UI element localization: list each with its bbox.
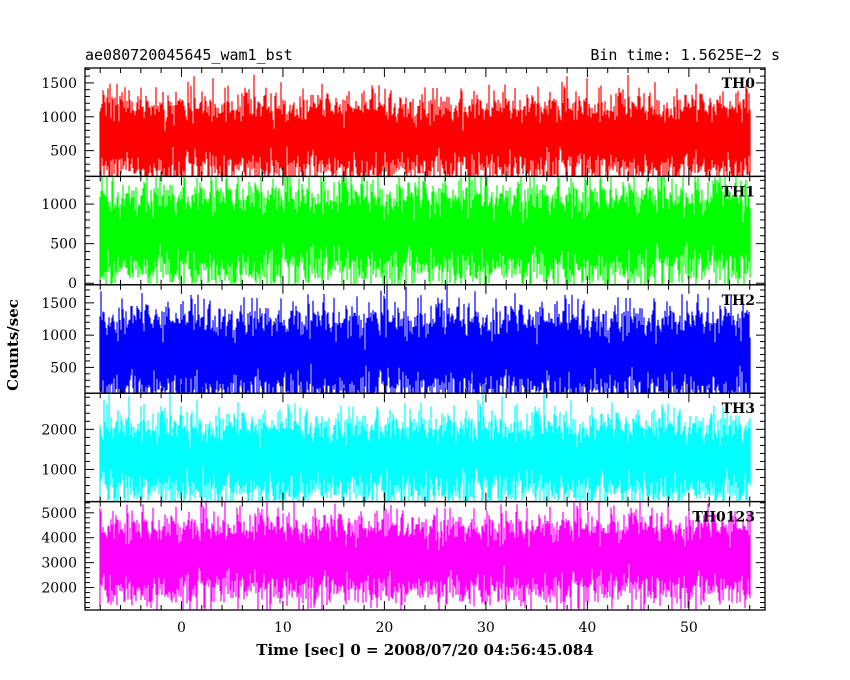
series-label-th2: TH2 (722, 293, 755, 309)
y-tick-label-th2: 1500 (41, 296, 77, 312)
y-tick-label-th2: 1000 (41, 328, 77, 344)
series-th1-line (99, 176, 751, 285)
y-tick-label-th0123: 5000 (41, 506, 77, 522)
series-label-th1: TH1 (722, 184, 755, 200)
chart-title-left: ae080720045645_wam1_bst (85, 46, 293, 64)
y-tick-label-th0: 1500 (41, 76, 77, 92)
series-th2-line (99, 284, 751, 394)
series-label-th0: TH0 (722, 76, 756, 92)
y-tick-label-th1: 1000 (41, 197, 77, 213)
y-tick-label-th0: 1000 (41, 110, 77, 126)
y-tick-label-th3: 1000 (41, 462, 77, 478)
x-tick-label: 20 (375, 620, 393, 636)
series-label-th3: TH3 (722, 401, 755, 417)
x-tick-label: 30 (477, 620, 495, 636)
x-tick-label: 0 (177, 620, 186, 636)
y-axis-label: Counts/sec (4, 299, 22, 391)
y-tick-label-th0123: 4000 (41, 531, 77, 547)
series-th3-line (99, 393, 751, 502)
y-tick-label-th1: 500 (50, 237, 77, 253)
chart-title-right: Bin time: 1.5625E−2 s (590, 46, 780, 64)
y-tick-label-th3: 2000 (41, 422, 77, 438)
x-tick-label: 40 (578, 620, 596, 636)
series-th0123-line (99, 501, 751, 610)
series-th0-line (99, 74, 751, 177)
y-tick-label-th0123: 3000 (41, 556, 77, 572)
x-axis-label: Time [sec] 0 = 2008/07/20 04:56:45.084 (256, 641, 593, 659)
y-tick-label-th0123: 2000 (41, 581, 77, 597)
x-tick-label: 50 (680, 620, 698, 636)
series-label-th0123: TH0123 (692, 510, 755, 526)
y-tick-label-th2: 500 (50, 360, 77, 376)
y-tick-label-th1: 0 (68, 276, 77, 292)
y-tick-label-th0: 500 (50, 144, 77, 160)
x-tick-label: 10 (274, 620, 292, 636)
